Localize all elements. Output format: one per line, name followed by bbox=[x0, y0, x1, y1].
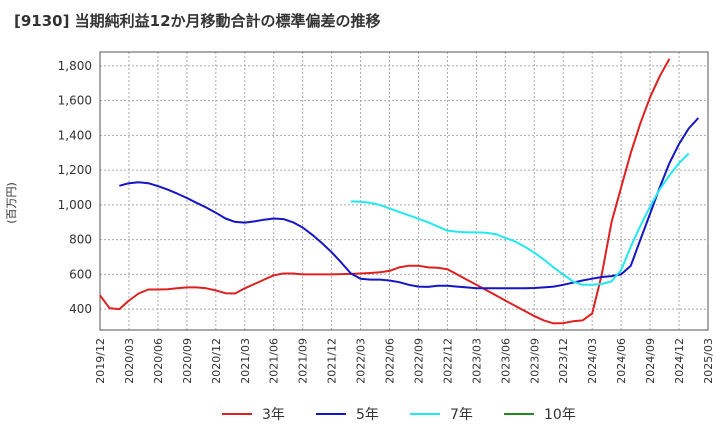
x-tick-label: 2020/12 bbox=[210, 338, 223, 384]
y-tick-label: 1,400 bbox=[58, 128, 92, 142]
x-tick-label: 2021/12 bbox=[326, 338, 339, 384]
legend: 3年 5年 7年 10年 bbox=[222, 407, 576, 423]
x-tick-label: 2023/06 bbox=[499, 338, 512, 384]
y-ticks: 400 600 800 1,000 1,200 1,400 1,600 1,800 bbox=[58, 59, 92, 316]
y-tick-label: 800 bbox=[69, 233, 92, 247]
series-line-2 bbox=[119, 117, 700, 290]
legend-item: 10年 bbox=[504, 407, 576, 423]
y-tick-label: 1,200 bbox=[58, 163, 92, 177]
x-tick-label: 2020/06 bbox=[152, 338, 165, 384]
legend-label: 7年 bbox=[450, 407, 473, 423]
chart-title: [9130] 当期純利益12か月移動合計の標準偏差の推移 bbox=[14, 12, 381, 30]
x-tick-label: 2022/09 bbox=[412, 338, 425, 384]
x-tick-label: 2022/06 bbox=[384, 338, 397, 384]
x-tick-label: 2021/03 bbox=[239, 338, 252, 384]
series-line-1 bbox=[99, 58, 671, 325]
x-tick-label: 2025/03 bbox=[702, 338, 715, 384]
legend-item: 3年 bbox=[222, 407, 285, 423]
x-tick-label: 2022/12 bbox=[441, 338, 454, 384]
x-tick-label: 2024/12 bbox=[673, 338, 686, 384]
legend-item: 5年 bbox=[316, 407, 379, 423]
series-line-3 bbox=[350, 152, 690, 286]
y-tick-label: 1,000 bbox=[58, 198, 92, 212]
legend-item: 7年 bbox=[410, 407, 473, 423]
plot-area-border bbox=[99, 51, 709, 331]
x-ticks: 2019/12 2020/03 2020/06 2020/09 2020/12 2021/… bbox=[94, 338, 715, 384]
x-tick-label: 2024/09 bbox=[644, 338, 657, 384]
legend-label: 5年 bbox=[356, 407, 379, 423]
x-tick-label: 2023/03 bbox=[470, 338, 483, 384]
legend-label: 10年 bbox=[544, 407, 576, 423]
x-tick-label: 2020/03 bbox=[123, 338, 136, 384]
x-tick-label: 2020/09 bbox=[181, 338, 194, 384]
y-tick-label: 1,800 bbox=[58, 59, 92, 73]
x-tick-label: 2019/12 bbox=[94, 338, 107, 384]
y-tick-label: 1,600 bbox=[58, 94, 92, 108]
x-tick-label: 2021/09 bbox=[297, 338, 310, 384]
x-tick-label: 2023/12 bbox=[557, 338, 570, 384]
x-tick-label: 2024/06 bbox=[615, 338, 628, 384]
y-tick-label: 400 bbox=[69, 302, 92, 316]
x-tick-label: 2024/03 bbox=[586, 338, 599, 384]
x-tick-label: 2023/09 bbox=[528, 338, 541, 384]
series-layer bbox=[99, 58, 700, 325]
legend-label: 3年 bbox=[262, 407, 285, 423]
x-tick-label: 2021/06 bbox=[268, 338, 281, 384]
y-tick-label: 600 bbox=[69, 267, 92, 281]
grid-layer bbox=[100, 52, 708, 330]
x-tick-label: 2022/03 bbox=[355, 338, 368, 384]
y-axis-label: (百万円) bbox=[5, 182, 18, 224]
